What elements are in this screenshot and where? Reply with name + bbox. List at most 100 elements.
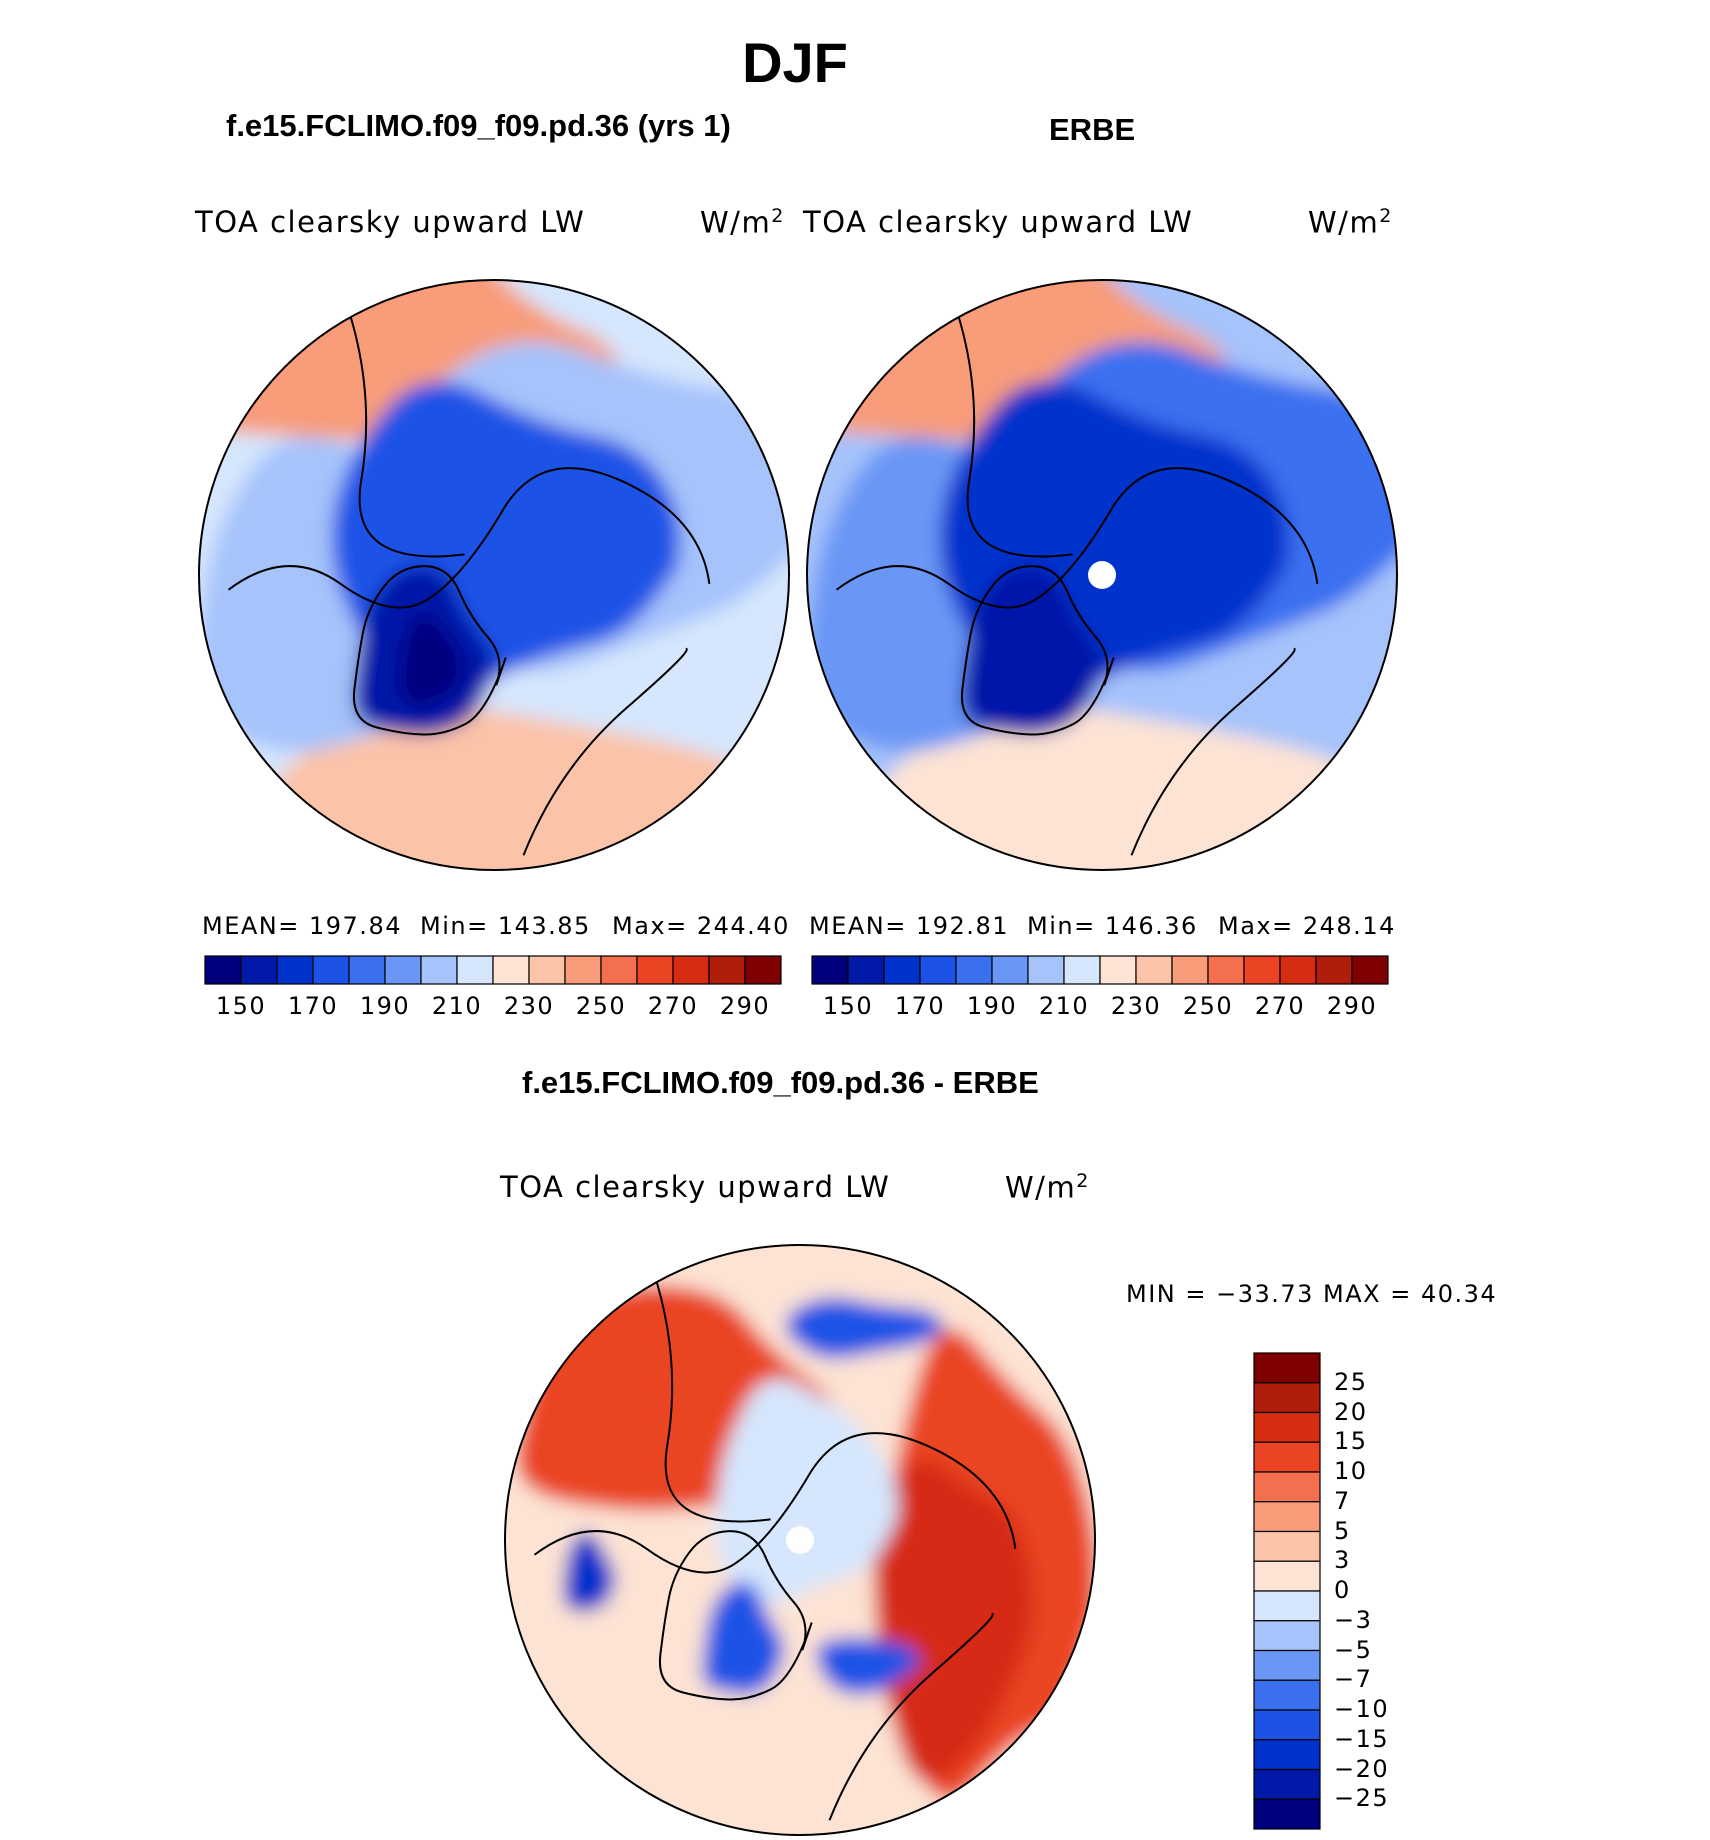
figure-title: DJF xyxy=(742,31,848,94)
panel-right-variable: TOA clearsky upward LW xyxy=(803,205,1194,239)
colorbar-right-swatch xyxy=(1063,955,1101,985)
panel-diff-variable: TOA clearsky upward LW xyxy=(500,1170,891,1204)
panel-left-subtitle: f.e15.FCLIMO.f09_f09.pd.36 (yrs 1) xyxy=(226,108,731,143)
map-right-coastline-europe xyxy=(1130,647,1296,856)
map-diff-region-bering xyxy=(816,1637,925,1695)
colorbar-right-swatch xyxy=(955,955,993,985)
colorbar-diff-tick-label: −20 xyxy=(1334,1754,1390,1783)
colorbar-right-swatch xyxy=(1351,955,1389,985)
map-right-coastline-north xyxy=(835,467,1319,609)
map-diff-coastline-europe xyxy=(828,1612,994,1821)
colorbar-left-swatch xyxy=(276,955,314,985)
colorbar-diff-swatch xyxy=(1253,1471,1321,1503)
colorbar-left-swatch xyxy=(528,955,566,985)
colorbar-diff-swatch xyxy=(1253,1382,1321,1414)
colorbar-diff-swatch xyxy=(1253,1411,1321,1443)
colorbar-diff-tick-label: 7 xyxy=(1334,1486,1351,1515)
colorbar-diff-tick-label: 5 xyxy=(1334,1516,1351,1545)
colorbar-right-tick-label: 250 xyxy=(1182,992,1234,1020)
colorbar-diff-swatch xyxy=(1253,1739,1321,1771)
colorbar-right-swatch xyxy=(1135,955,1173,985)
colorbar-left-swatch xyxy=(492,955,530,985)
map-right-coastline-greenland xyxy=(960,565,1115,736)
colorbar-left-tick-label: 190 xyxy=(359,992,411,1020)
colorbar-left-swatch xyxy=(240,955,278,985)
colorbar-diff-swatch xyxy=(1253,1501,1321,1533)
colorbar-left-swatch xyxy=(564,955,602,985)
colorbar-right-tick-label: 190 xyxy=(966,992,1018,1020)
map-diff-region-east-arctic xyxy=(873,1460,1039,1783)
map-diff xyxy=(504,1244,1096,1836)
colorbar-diff-swatch xyxy=(1253,1798,1321,1830)
colorbar-left-tick-label: 290 xyxy=(719,992,771,1020)
map-left-coastline-europe xyxy=(522,647,688,856)
map-right-coastline-alaska xyxy=(953,303,1073,558)
colorbar-left-tick-label: 170 xyxy=(287,992,339,1020)
map-diff-field xyxy=(505,1245,1095,1835)
map-diff-region-scandinavia xyxy=(785,1297,949,1359)
map-diff-missing-pole xyxy=(786,1526,814,1554)
colorbar-right-swatch xyxy=(1099,955,1137,985)
colorbar-diff-tick-label: 0 xyxy=(1334,1576,1351,1604)
colorbar-right-tick-label: 290 xyxy=(1326,992,1378,1020)
map-right-region-greenland-core xyxy=(1007,614,1073,708)
panel-right-subtitle: ERBE xyxy=(1049,112,1136,147)
colorbar-diff-swatch xyxy=(1253,1679,1321,1711)
panel-left-min: Min= 143.85 xyxy=(420,912,591,940)
colorbar-diff-swatch xyxy=(1253,1352,1321,1384)
colorbar-diff-tick-label: −5 xyxy=(1334,1635,1373,1664)
map-left-boundary xyxy=(198,279,790,871)
colorbar-left-tick-label: 230 xyxy=(503,992,555,1020)
colorbar-right-tick-label: 230 xyxy=(1110,992,1162,1020)
colorbar-diff-swatch xyxy=(1253,1441,1321,1473)
colorbar-diff-tick-label: −7 xyxy=(1334,1665,1373,1694)
colorbar-left xyxy=(204,955,782,985)
panel-right-max: Max= 248.14 xyxy=(1218,912,1396,940)
colorbar-diff-swatch xyxy=(1253,1530,1321,1562)
map-right-contours xyxy=(807,280,1397,870)
panel-left-units: W/m2 xyxy=(700,205,785,240)
colorbar-left-swatch xyxy=(708,955,746,985)
colorbar-diff-tick-label: 10 xyxy=(1334,1457,1368,1485)
colorbar-left-tick-label: 150 xyxy=(215,992,267,1020)
colorbar-diff-swatch xyxy=(1253,1709,1321,1741)
colorbar-right-tick-label: 270 xyxy=(1254,992,1306,1020)
colorbar-left-swatch xyxy=(672,955,710,985)
colorbar-right-tick-label: 150 xyxy=(822,992,874,1020)
colorbar-left-tick-label: 210 xyxy=(431,992,483,1020)
map-left-coastline-north xyxy=(227,467,711,609)
map-left xyxy=(198,279,790,871)
colorbar-right-swatch xyxy=(1315,955,1353,985)
colorbar-diff-tick-label: 3 xyxy=(1334,1546,1351,1575)
colorbar-diff xyxy=(1253,1352,1321,1830)
colorbar-right-swatch xyxy=(1243,955,1281,985)
panel-left-max: Max= 244.40 xyxy=(612,912,790,940)
map-diff-coastline-greenland xyxy=(658,1530,813,1701)
colorbar-right-swatch xyxy=(1279,955,1317,985)
colorbar-left-swatch xyxy=(420,955,458,985)
colorbar-left-swatch xyxy=(348,955,386,985)
panel-right-units: W/m2 xyxy=(1308,205,1393,240)
colorbar-right-swatch xyxy=(883,955,921,985)
colorbar-left-swatch xyxy=(204,955,242,985)
colorbar-right-swatch xyxy=(919,955,957,985)
map-diff-region-hudson-bay xyxy=(563,1532,618,1613)
colorbar-diff-swatch xyxy=(1253,1620,1321,1652)
colorbar-right-swatch xyxy=(1207,955,1245,985)
map-right-boundary xyxy=(806,279,1398,871)
map-diff-boundary xyxy=(504,1244,1096,1836)
colorbar-diff-tick-label: 25 xyxy=(1334,1367,1368,1396)
colorbar-right-tick-label: 210 xyxy=(1038,992,1090,1020)
colorbar-right xyxy=(811,955,1389,985)
map-left-contours xyxy=(199,280,789,870)
panel-left-variable: TOA clearsky upward LW xyxy=(195,205,586,239)
map-diff-coastline-alaska xyxy=(651,1268,771,1523)
colorbar-left-swatch xyxy=(744,955,782,985)
map-left-region-greenland-core xyxy=(399,614,465,708)
colorbar-right-swatch xyxy=(811,955,849,985)
colorbar-left-swatch xyxy=(384,955,422,985)
colorbar-diff-swatch xyxy=(1253,1649,1321,1681)
colorbar-left-tick-label: 250 xyxy=(575,992,627,1020)
map-diff-region-greenland xyxy=(701,1581,787,1695)
